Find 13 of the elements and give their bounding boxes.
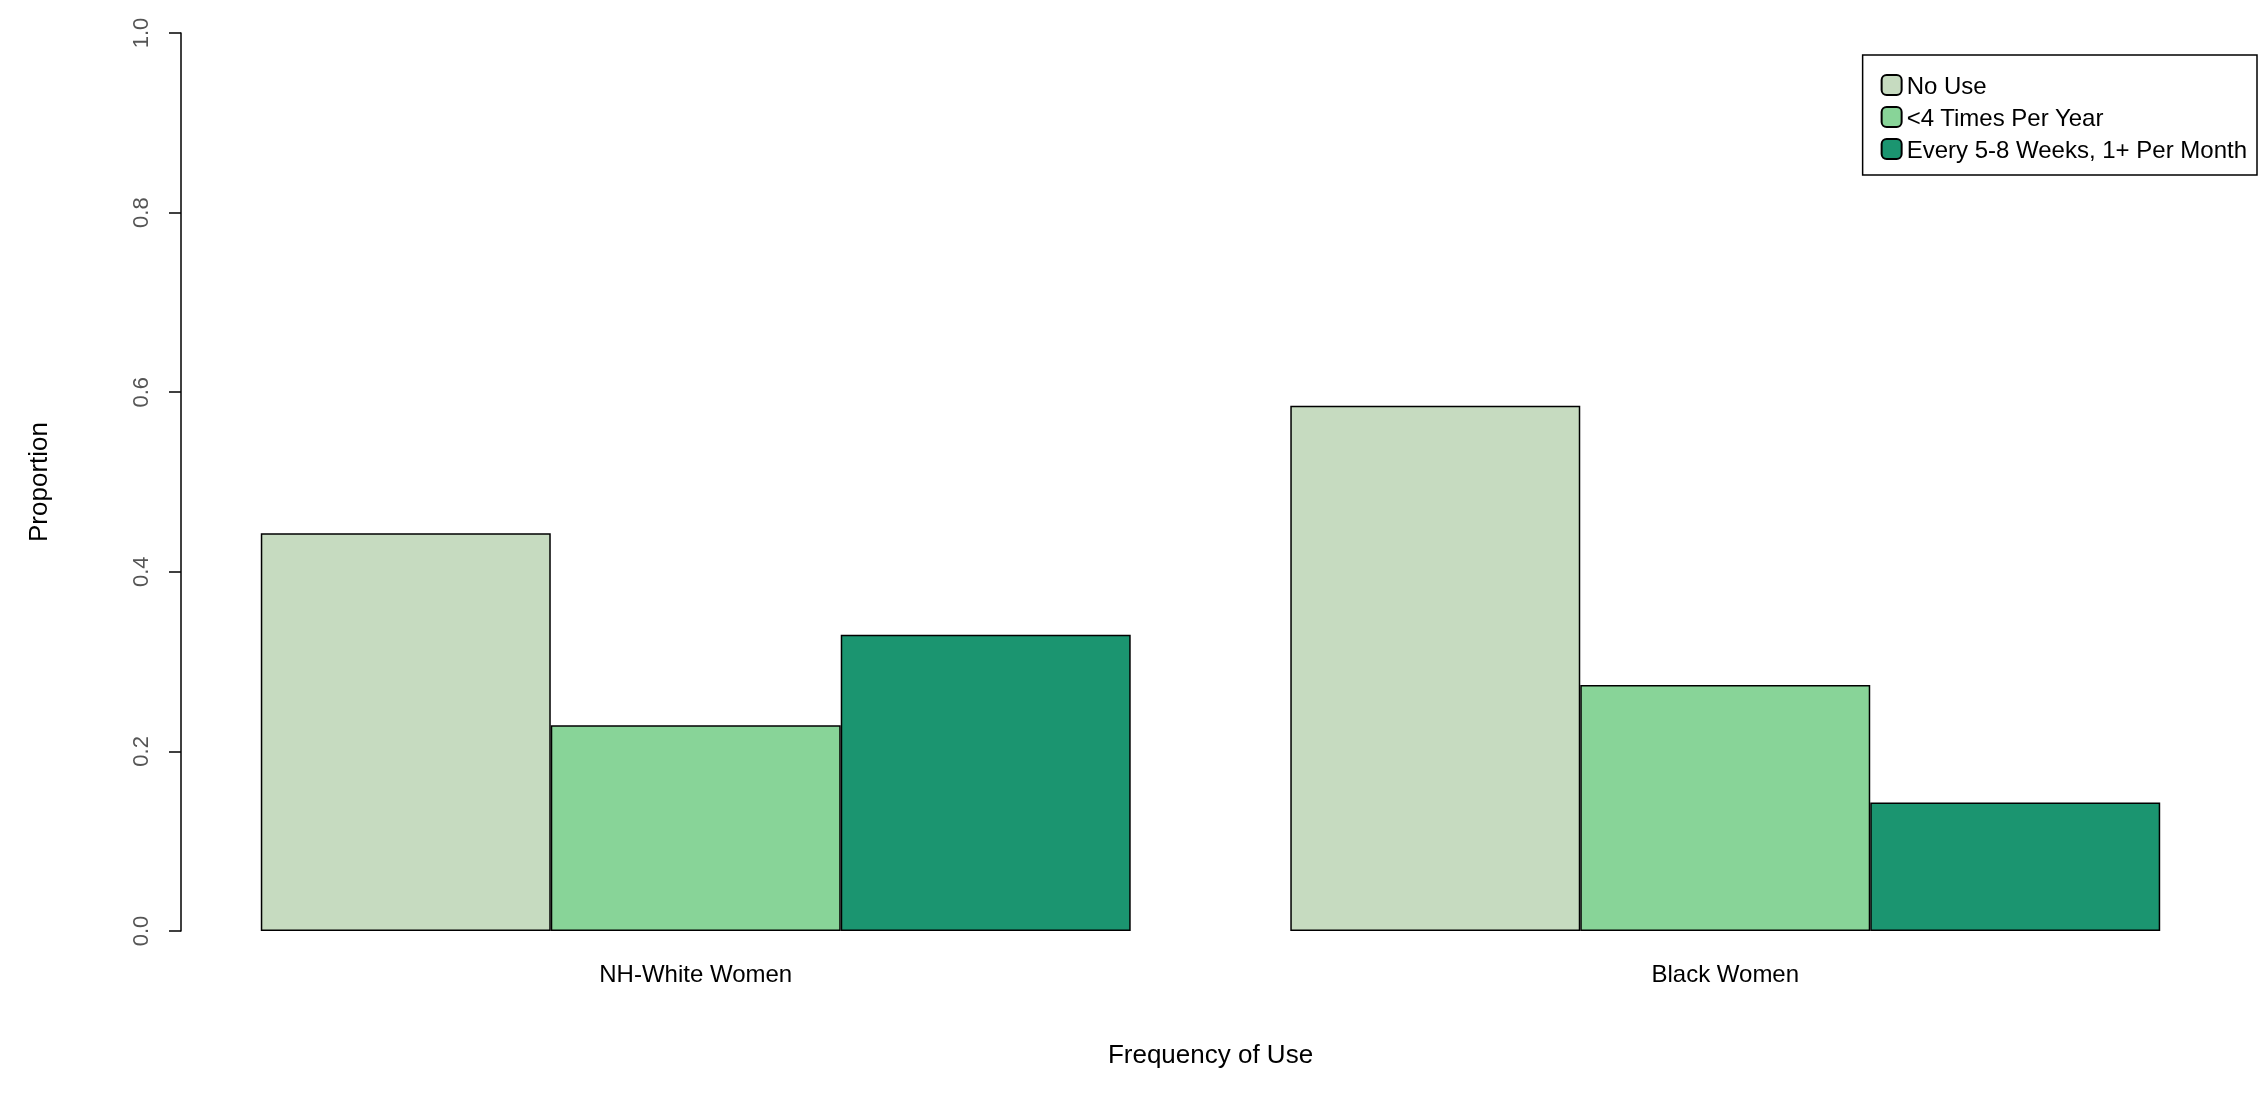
x-axis-title: Frequency of Use [1107, 1039, 1314, 1069]
y-axis-title: Proportion [23, 422, 53, 542]
y-tick-label: 1.0 [127, 17, 153, 49]
y-tick-label: 0.8 [127, 197, 153, 228]
y-tick-label: 0.2 [127, 736, 153, 767]
legend-label: No Use [1906, 71, 1987, 99]
x-tick-label: NH-White Women [599, 959, 793, 987]
y-tick-label: 0.6 [127, 376, 153, 408]
x-tick-label: Black Women [1651, 959, 1800, 987]
y-tick-label: 0.4 [127, 556, 153, 588]
legend-label: <4 Times Per Year [1906, 103, 2104, 131]
y-tick-label: 0.0 [127, 915, 153, 947]
legend-label: Every 5-8 Weeks, 1+ Per Month [1906, 135, 2247, 163]
